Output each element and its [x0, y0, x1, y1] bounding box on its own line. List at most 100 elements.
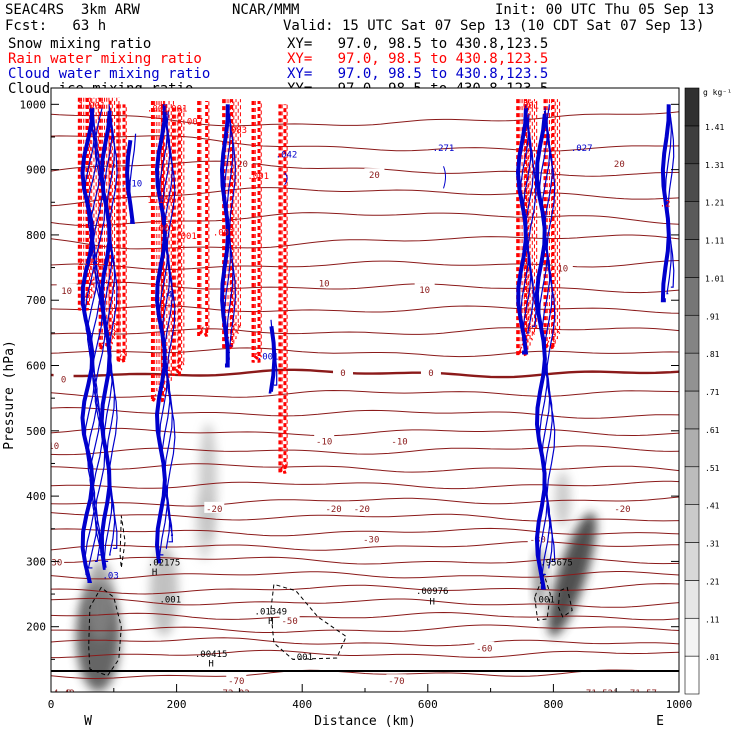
isotherm-label-bg	[56, 283, 77, 295]
isotherm-line	[51, 327, 679, 335]
y-tick-label: 300	[26, 555, 46, 568]
snow-contour-label: .001	[159, 596, 181, 606]
rain-contour-label: .001	[517, 101, 539, 111]
cloud-water-contour-label: .510	[121, 180, 143, 190]
rain-water-contour	[546, 99, 556, 345]
rain-water-contour	[278, 104, 287, 474]
cloud-water-contour	[166, 110, 176, 536]
cloud-water-contour-label: .4	[162, 291, 173, 301]
colorbar-swatch	[684, 239, 700, 278]
colorbar-label: 1.11	[705, 237, 724, 246]
colorbar-label: .81	[705, 350, 720, 359]
cloud-water-contour	[667, 107, 675, 288]
isotherm-line	[51, 368, 679, 379]
cloud-water-contour	[106, 113, 116, 556]
isotherm-label-bg	[279, 614, 300, 626]
cloud-water-contour	[163, 117, 174, 543]
isotherm-label: 10	[319, 280, 330, 290]
colorbar-label: .41	[705, 502, 720, 511]
isotherm-label: -10	[316, 438, 332, 448]
isotherm-label: -10	[43, 442, 59, 452]
colorbar-unit: g kg⁻¹	[703, 88, 732, 97]
rain-contour-label: .001	[175, 232, 197, 242]
isotherm-label: 10	[61, 287, 72, 297]
snow-contour-label: H	[268, 617, 273, 627]
cloud-water-contour	[228, 117, 237, 347]
colorbar-swatch	[684, 314, 700, 354]
isotherm-label-bg	[314, 434, 335, 446]
y-tick-label: 900	[26, 164, 46, 177]
cloud-water-contour	[108, 107, 118, 549]
colorbar-swatch	[684, 125, 700, 165]
colorbar-swatch	[684, 542, 700, 581]
extreme-value: 4.42	[53, 689, 75, 699]
snow-contour-label: H	[429, 598, 434, 608]
isotherm-line	[51, 212, 679, 227]
snow-contour-label: .001	[533, 596, 555, 606]
field-xy-rain: XY= 97.0, 98.5 to 430.8,123.5	[287, 51, 549, 67]
contour-labels: H.00415.001H.01349H.00976.001H.02175.001…	[78, 101, 670, 669]
isotherm-label: -50	[282, 617, 298, 627]
isotherm-label: 20	[237, 160, 248, 170]
isotherm-label-bg	[232, 157, 253, 169]
colorbar-label: .71	[705, 388, 720, 397]
x-tick-label: 1000	[666, 698, 693, 711]
rain-water-contour	[85, 97, 95, 295]
snow-contour-label: .02175	[148, 558, 181, 568]
colorbar-swatch	[684, 466, 700, 505]
cloud-ice-contour	[557, 586, 573, 618]
field-xy-cloud-water: XY= 97.0, 98.5 to 430.8,123.5	[287, 66, 549, 82]
isotherm-label: 0	[428, 369, 433, 379]
cloud-ice-contour	[534, 573, 551, 621]
extreme-value: 72.92	[223, 689, 250, 699]
rain-water-contour	[254, 101, 262, 358]
y-tick-label: 800	[26, 229, 46, 242]
colorbar-label: .01	[705, 653, 720, 662]
rain-contour-label: .001	[153, 224, 175, 234]
snow-contour-label: H	[152, 568, 157, 578]
colorbar-label: 1.01	[705, 274, 724, 283]
rain-contour-label: .001	[247, 172, 269, 182]
isotherm-line	[51, 669, 679, 679]
rain-water-contour	[81, 97, 91, 306]
endpoint-east: E	[656, 714, 664, 729]
isotherm-label-bg	[612, 501, 633, 513]
rain-contour-label: .001	[166, 105, 188, 115]
cloud-water-contour	[546, 104, 556, 563]
isotherm-label-bg	[204, 501, 225, 513]
field-label-rain: Rain water mixing ratio	[8, 51, 202, 67]
colorbar-swatch	[684, 390, 700, 430]
snow-contour-label: .00415	[195, 650, 228, 660]
colorbar-label: 1.31	[705, 161, 724, 170]
rain-water-contour	[551, 99, 561, 334]
cloud-water-contour-label: .271	[433, 144, 455, 154]
cloud-water-contour	[270, 319, 278, 386]
isotherm-label: -20	[325, 505, 341, 515]
colorbar-label: .51	[705, 464, 720, 473]
rain-water-contour	[548, 99, 558, 340]
isotherm-label-bg	[51, 439, 61, 451]
colorbar-label: .11	[705, 615, 720, 624]
isotherm-label-bg	[361, 532, 382, 544]
rain-contour-label: .001	[147, 105, 169, 115]
isotherm-label-bg	[314, 276, 335, 288]
field-label-snow: Snow mixing ratio	[8, 36, 152, 52]
isotherm-line	[51, 583, 679, 595]
colorbar-swatch	[684, 87, 700, 127]
isotherm-line	[51, 463, 679, 473]
isotherm-label-bg	[552, 261, 573, 273]
colorbar-label: .31	[705, 540, 720, 549]
cloud-water-contour	[524, 104, 535, 334]
cloud-water-contour-label: .027	[571, 144, 593, 154]
colorbar-swatch	[684, 504, 700, 543]
rain-water-contour	[175, 107, 183, 371]
isotherm-label: -30	[46, 558, 62, 568]
rain-contour-label: 2.231	[78, 258, 105, 268]
isotherm-label: -20	[206, 505, 222, 515]
snow-contour-label: .001	[291, 653, 313, 663]
isotherm-line	[51, 111, 679, 127]
plot-area: -70 -70-60-50-30-30 -30-20 -20 -20 -20-10 -10-…	[43, 88, 679, 699]
rain-water-contour	[119, 104, 127, 358]
isotherm-label: -20	[354, 505, 370, 515]
